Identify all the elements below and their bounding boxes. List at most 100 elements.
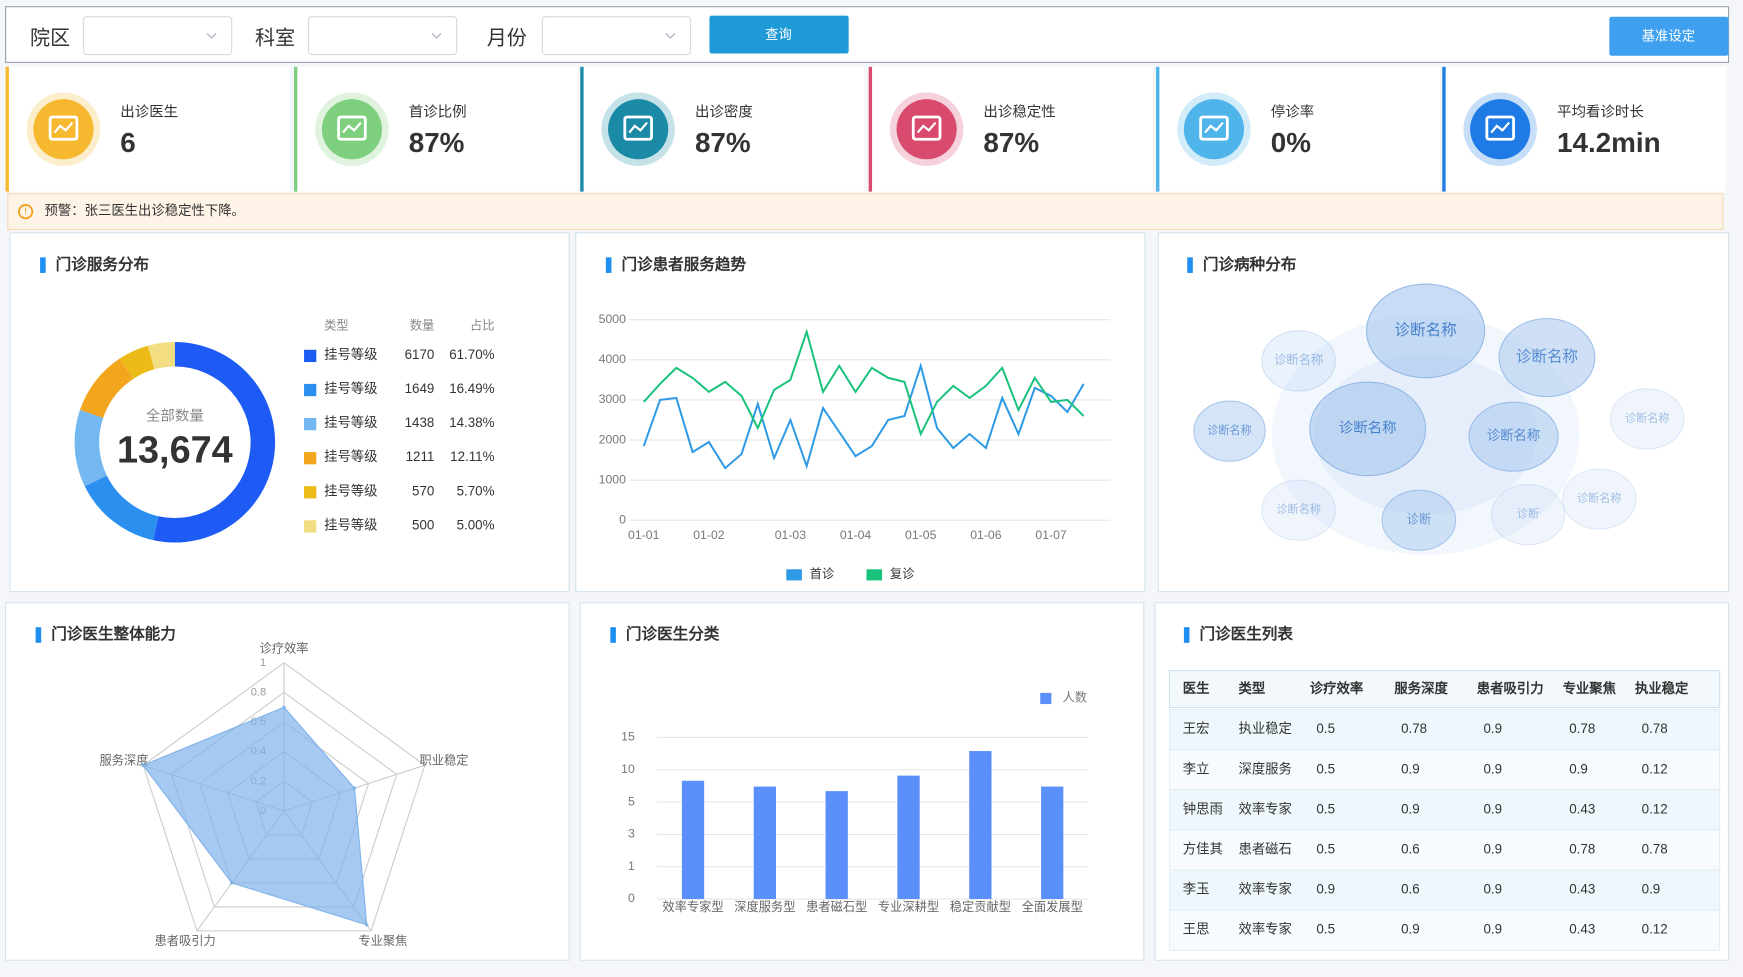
x-tick-label: 效率专家型: [662, 899, 723, 914]
legend-swatch: [786, 569, 802, 581]
bubble[interactable]: [1609, 388, 1685, 450]
bubble[interactable]: [1468, 401, 1559, 472]
table-cell: 钟思雨: [1183, 800, 1223, 816]
y-tick-label: 5000: [599, 312, 626, 326]
bubble[interactable]: [1498, 318, 1596, 398]
query-button-label: 查询: [765, 27, 792, 42]
table-cell: 0.9: [1483, 721, 1502, 736]
radar-indicator: 患者吸引力: [155, 934, 216, 948]
legend-share: 61.70%: [449, 347, 494, 362]
panel-title-marker: [35, 627, 42, 643]
bubble[interactable]: [1309, 381, 1427, 477]
line-series: [642, 362, 1085, 470]
kpi-icon-glyph: [1204, 121, 1224, 134]
radar-grid: [142, 662, 426, 932]
donut-segment: [147, 342, 175, 370]
kpi-icon-glyph: [623, 115, 653, 141]
filter-select[interactable]: [541, 16, 692, 56]
table-header-cell: 诊疗效率: [1310, 680, 1363, 696]
select-arrow: [431, 33, 442, 39]
legend-name: 挂号等级: [324, 414, 377, 430]
kpi-icon-glyph: [337, 115, 367, 141]
kpi-label: 平均看诊时长: [1557, 103, 1644, 120]
kpi-accent: [5, 66, 9, 192]
alert-icon-mark: !: [24, 206, 27, 217]
legend-swatch: [866, 569, 883, 581]
table-cell: 0.6: [1401, 842, 1420, 857]
x-tick-label: 01-07: [1035, 528, 1067, 542]
bubble-label: 诊断名称: [1274, 352, 1323, 367]
table-cell: 李立: [1183, 761, 1210, 776]
table-cell: 0.12: [1642, 801, 1668, 816]
kpi-icon-glyph: [916, 121, 937, 134]
x-tick-label: 01-06: [970, 528, 1002, 542]
kpi-label: 出诊稳定性: [983, 103, 1055, 120]
kpi-label: 首诊比例: [409, 103, 467, 120]
x-tick-label: 01-04: [840, 528, 872, 542]
filter-select[interactable]: [307, 16, 458, 56]
bubble[interactable]: [1562, 468, 1637, 530]
bubble-label: 诊断名称: [1394, 321, 1456, 339]
y-tick-label: 2000: [599, 432, 626, 446]
legend-share: 16.49%: [449, 381, 494, 396]
legend-count: 570: [412, 483, 434, 498]
kpi-icon-glyph: [1485, 115, 1515, 141]
radar-area: [142, 706, 368, 926]
kpi-value: 14.2min: [1557, 127, 1661, 158]
kpi-icon-glyph: [53, 121, 74, 134]
radar-indicator: 职业稳定: [419, 752, 468, 767]
legend-share: 14.38%: [449, 415, 494, 430]
table-cell: 深度服务: [1238, 761, 1291, 776]
legend-name: 挂号等级: [324, 380, 377, 396]
table-cell: 王宏: [1183, 721, 1210, 736]
bubble[interactable]: [1365, 283, 1486, 379]
filter-select[interactable]: [82, 16, 233, 56]
line-series: [642, 328, 1085, 437]
bar: [969, 751, 992, 900]
panel-title-marker: [1187, 257, 1193, 273]
alert-icon: [18, 204, 34, 220]
legend-swatch: [304, 383, 317, 397]
kpi-icon-glyph: [342, 121, 362, 134]
bubble[interactable]: [1381, 489, 1457, 551]
table-cell: 0.9: [1642, 882, 1661, 897]
filter-label: 院区: [30, 26, 70, 49]
kpi-accent: [580, 66, 584, 192]
panel-title: 门诊医生列表: [1199, 624, 1293, 643]
kpi-label: 停诊率: [1271, 103, 1314, 120]
bubble[interactable]: [1193, 400, 1266, 462]
legend-share: 5.70%: [457, 483, 495, 498]
table-cell: 0.43: [1569, 801, 1595, 816]
kpi-icon-glyph: [1490, 121, 1510, 134]
y-tick-label: 10: [621, 762, 635, 776]
table-cell: 0.9: [1401, 922, 1420, 937]
legend-swatch: [304, 349, 317, 363]
table-cell: 0.78: [1569, 842, 1595, 857]
bubble[interactable]: [1261, 330, 1336, 392]
y-tick-label: 3: [628, 827, 635, 841]
kpi-value: 6: [120, 127, 135, 158]
bubble[interactable]: [1261, 479, 1336, 541]
settings-button[interactable]: [1609, 16, 1729, 56]
radar-indicator: 服务深度: [100, 752, 149, 767]
kpi-value: 87%: [983, 127, 1039, 158]
legend-count: 1438: [405, 415, 435, 430]
legend-name: 挂号等级: [324, 448, 377, 464]
settings-button-label: 基准设定: [1642, 27, 1695, 43]
bubble-label: 诊断名称: [1276, 502, 1321, 516]
table-row: [1168, 869, 1721, 911]
bar: [681, 780, 705, 900]
donut-segment: [153, 342, 276, 543]
table-cell: 0.43: [1569, 882, 1595, 897]
table-cell: 0.5: [1316, 801, 1335, 816]
table-header-cell: 专业聚焦: [1563, 680, 1617, 696]
x-tick-label: 稳定贡献型: [950, 899, 1011, 914]
bubble-label: 诊断名称: [1487, 428, 1540, 443]
panel-title-marker: [1183, 627, 1190, 643]
x-tick-label: 全面发展型: [1022, 899, 1083, 914]
table-cell: 效率专家: [1238, 800, 1291, 816]
bubble[interactable]: [1490, 484, 1566, 546]
query-button[interactable]: [709, 15, 849, 54]
